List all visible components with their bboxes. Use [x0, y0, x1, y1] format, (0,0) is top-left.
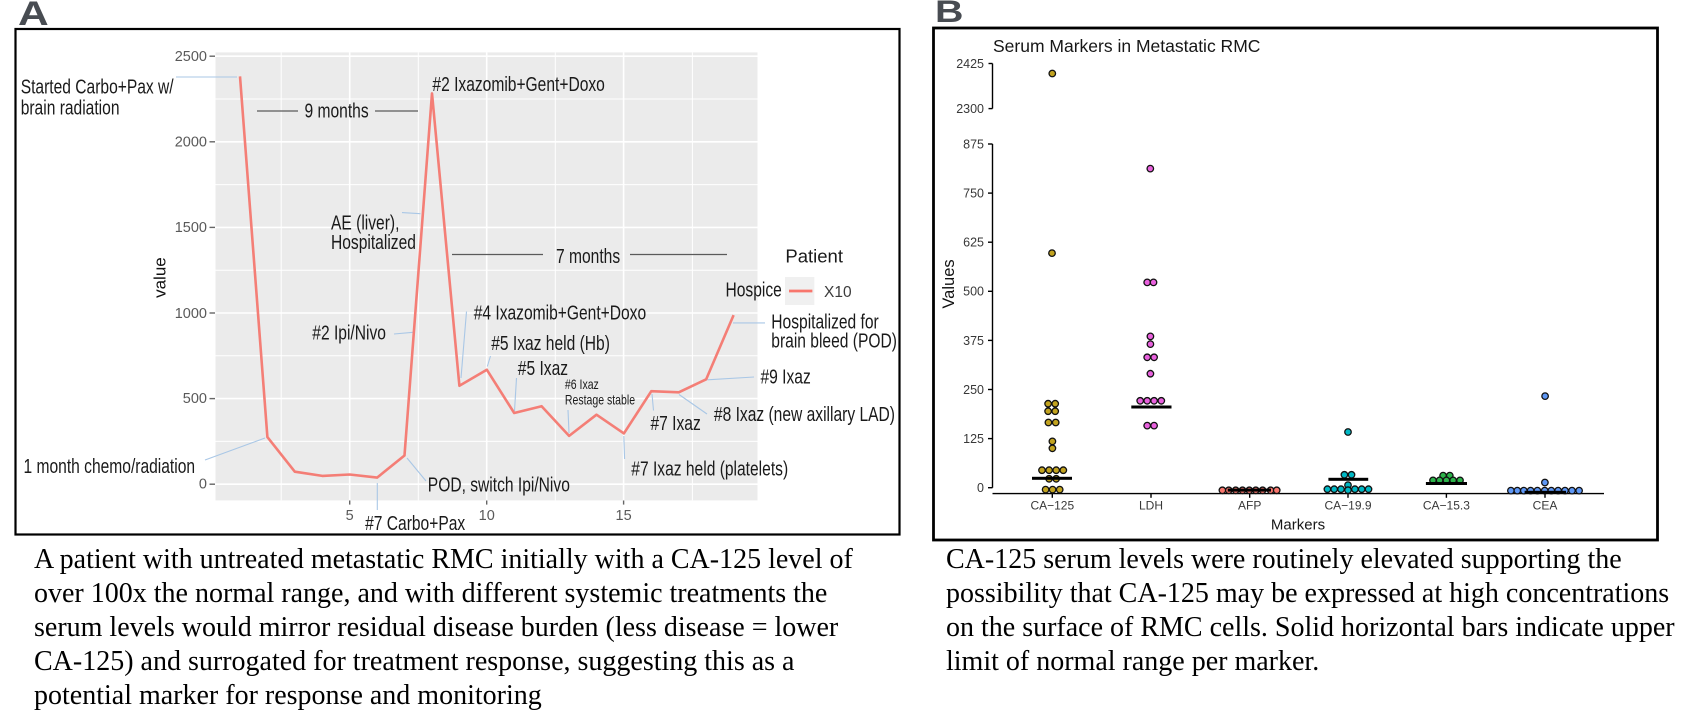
svg-text:7 months: 7 months [556, 245, 620, 267]
svg-text:Patient: Patient [785, 246, 843, 267]
svg-text:#8 Ixaz (new axillary LAD): #8 Ixaz (new axillary LAD) [714, 403, 895, 425]
svg-text:#4 Ixazomib+Gent+Doxo: #4 Ixazomib+Gent+Doxo [474, 301, 646, 323]
svg-text:CA−15.3: CA−15.3 [1423, 499, 1470, 513]
svg-text:#7 Ixaz held (platelets): #7 Ixaz held (platelets) [631, 457, 788, 479]
svg-text:Values: Values [940, 259, 958, 308]
svg-text:Hospitalized for: Hospitalized for [771, 311, 878, 333]
svg-text:125: 125 [963, 432, 984, 446]
svg-text:brain radiation: brain radiation [21, 97, 120, 119]
svg-text:CA−19.9: CA−19.9 [1324, 499, 1371, 513]
svg-text:Serum Markers in Metastatic RM: Serum Markers in Metastatic RMC [993, 36, 1260, 56]
svg-text:2300: 2300 [956, 102, 984, 116]
svg-text:Hospice: Hospice [726, 279, 782, 301]
svg-text:#2 Ixazomib+Gent+Doxo: #2 Ixazomib+Gent+Doxo [432, 73, 604, 95]
svg-text:#7 Carbo+Pax: #7 Carbo+Pax [365, 512, 465, 534]
svg-text:5: 5 [346, 508, 354, 524]
svg-text:750: 750 [963, 187, 984, 201]
svg-text:brain bleed (POD): brain bleed (POD) [771, 329, 897, 351]
svg-text:#7 Ixaz: #7 Ixaz [651, 412, 701, 434]
svg-text:250: 250 [963, 383, 984, 397]
svg-text:Started Carbo+Pax w/: Started Carbo+Pax w/ [21, 76, 174, 98]
svg-text:10: 10 [479, 508, 495, 524]
svg-text:POD, switch Ipi/Nivo: POD, switch Ipi/Nivo [428, 474, 570, 496]
svg-text:CEA: CEA [1533, 499, 1558, 513]
svg-text:9 months: 9 months [305, 100, 369, 122]
svg-text:Markers: Markers [1271, 517, 1325, 534]
svg-text:375: 375 [963, 334, 984, 348]
svg-text:Restage stable: Restage stable [565, 392, 635, 408]
svg-text:875: 875 [963, 137, 984, 151]
svg-text:0: 0 [977, 481, 984, 495]
svg-text:2425: 2425 [956, 57, 984, 71]
svg-text:#9 Ixaz: #9 Ixaz [761, 365, 811, 387]
svg-text:2500: 2500 [175, 49, 207, 65]
svg-text:LDH: LDH [1139, 499, 1163, 513]
svg-text:CA−125: CA−125 [1030, 499, 1074, 513]
svg-text:value: value [151, 257, 170, 298]
svg-text:1500: 1500 [175, 220, 207, 236]
svg-text:AFP: AFP [1238, 499, 1261, 513]
svg-text:625: 625 [963, 236, 984, 250]
svg-text:2000: 2000 [175, 135, 207, 151]
svg-text:Hospitalized: Hospitalized [331, 231, 416, 253]
svg-text:#2 Ipi/Nivo: #2 Ipi/Nivo [312, 322, 386, 344]
svg-text:500: 500 [963, 285, 984, 299]
svg-text:15: 15 [616, 508, 632, 524]
svg-text:1 month chemo/radiation: 1 month chemo/radiation [24, 455, 196, 477]
svg-text:AE (liver),: AE (liver), [331, 211, 399, 233]
svg-text:#5 Ixaz: #5 Ixaz [518, 357, 568, 379]
svg-text:1000: 1000 [175, 306, 207, 322]
svg-text:#5 Ixaz held (Hb): #5 Ixaz held (Hb) [491, 332, 610, 354]
svg-text:X10: X10 [824, 284, 852, 301]
svg-text:#6 Ixaz: #6 Ixaz [565, 377, 599, 393]
svg-text:0: 0 [199, 477, 207, 493]
svg-text:500: 500 [183, 391, 207, 407]
